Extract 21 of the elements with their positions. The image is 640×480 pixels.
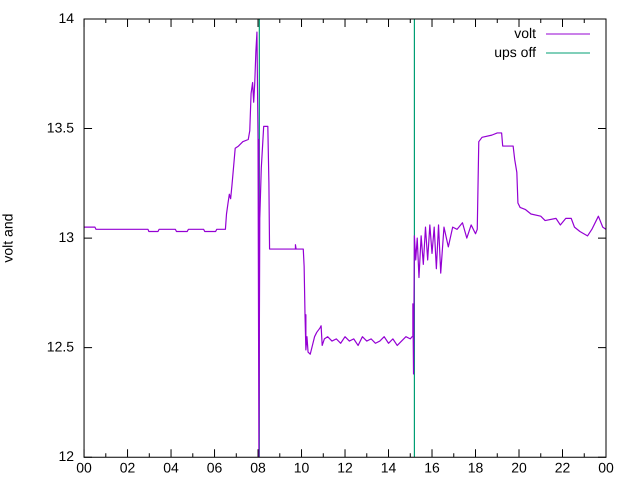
y-tick-label: 13 [58,228,74,245]
x-tick-label: 22 [554,459,570,476]
x-tick-label: 08 [250,459,266,476]
x-tick-label: 04 [163,459,180,476]
x-tick-label: 16 [424,459,440,476]
legend-label: volt [514,24,536,41]
x-tick-label: 02 [120,459,136,476]
y-tick-label: 14 [58,10,74,26]
y-tick-label: 12 [58,448,74,464]
y-axis-title: volt and [0,214,16,263]
y-tick-label: 13.5 [46,119,74,136]
x-tick-label: 18 [468,459,484,476]
x-tick-label: 14 [380,459,397,476]
x-tick-label: 20 [511,459,528,476]
x-tick-label: 12 [337,459,354,476]
x-tick-label: 00 [76,459,92,476]
legend-label: ups off [494,44,536,60]
x-tick-label: 10 [294,459,310,476]
x-tick-label: 06 [206,459,223,476]
y-tick-label: 12.5 [46,338,74,355]
x-tick-label: 00 [598,459,614,476]
